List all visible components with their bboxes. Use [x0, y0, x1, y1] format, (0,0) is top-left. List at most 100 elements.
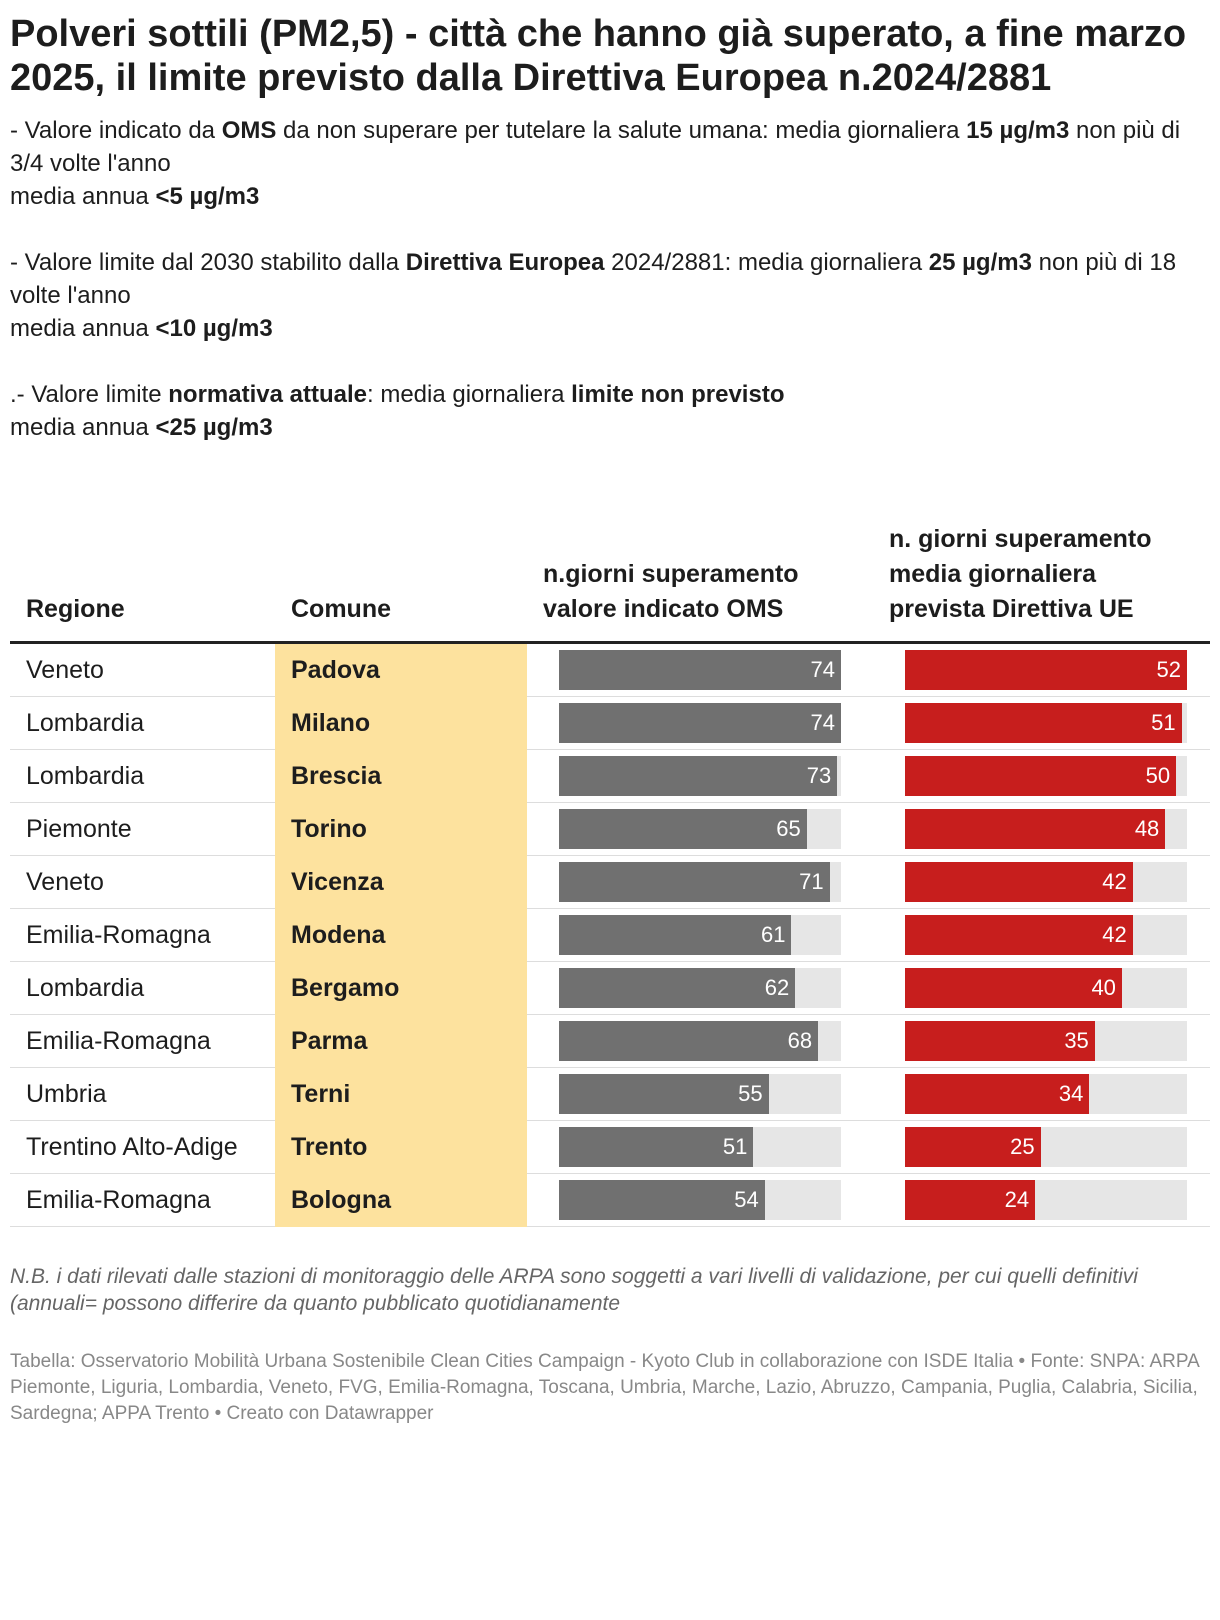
bar: 71: [559, 862, 830, 902]
table-row: Emilia-Romagna Bologna 54 24: [10, 1173, 1210, 1227]
bar-track: 42: [905, 915, 1187, 955]
intro-text: non più di 3/4 volte l'anno: [10, 117, 1181, 177]
region: Veneto: [10, 855, 275, 909]
bar-track: 74: [559, 703, 841, 743]
footer: Tabella: Osservatorio Mobilità Urbana So…: [10, 1351, 1199, 1424]
bar-cell: 65: [527, 802, 873, 856]
intro-paragraph: - Valore limite dal 2030 stabilito dalla…: [10, 246, 1210, 345]
bar-value-label: 51: [722, 1134, 748, 1159]
bar-value-label: 40: [1091, 975, 1116, 1000]
bar: 50: [905, 756, 1177, 796]
intro-paragraph: .- Valore limite normativa attuale: medi…: [10, 378, 1210, 444]
bar-value-label: 62: [764, 975, 790, 1000]
intro-text: 25 µg/m3: [928, 249, 1032, 276]
bar-track: 42: [905, 862, 1187, 902]
bar-value-label: 48: [1134, 816, 1160, 841]
bar-cell: 74: [527, 696, 873, 750]
intro-text: 15 µg/m3: [966, 117, 1070, 144]
city: Milano: [275, 696, 527, 750]
bar-value-label: 61: [760, 922, 786, 947]
bar-track: 25: [905, 1127, 1187, 1167]
bar: 52: [905, 650, 1187, 690]
bar-cell: 35: [873, 1014, 1210, 1068]
region: Umbria: [10, 1067, 275, 1121]
intro-text: - Valore indicato da: [10, 117, 222, 144]
bar-value-label: 25: [1010, 1134, 1035, 1159]
bar: 40: [905, 968, 1122, 1008]
column-header: n.giorni superamento valore indicato OMS: [527, 522, 873, 644]
table-row: Piemonte Torino 65 48: [10, 802, 1210, 856]
bar-track: 24: [905, 1180, 1187, 1220]
intro-text: - Valore limite dal 2030 stabilito dalla: [10, 249, 406, 276]
intro-text: normativa attuale: [168, 381, 367, 408]
intro-text: OMS: [221, 117, 277, 144]
bar-track: 68: [559, 1021, 841, 1061]
intro-text: media annua: [10, 183, 156, 210]
bar: 68: [559, 1021, 819, 1061]
region: Piemonte: [10, 802, 275, 856]
bar: 48: [905, 809, 1166, 849]
bar-track: 52: [905, 650, 1187, 690]
intro-text: <25 µg/m3: [155, 414, 273, 441]
bar-track: 71: [559, 862, 841, 902]
bar-cell: 42: [873, 855, 1210, 909]
bar-track: 62: [559, 968, 841, 1008]
intro-text: media annua: [10, 315, 156, 342]
region: Emilia-Romagna: [10, 1173, 275, 1227]
table-row: Umbria Terni 55 34: [10, 1067, 1210, 1121]
bar-track: 40: [905, 968, 1187, 1008]
bar-cell: 34: [873, 1067, 1210, 1121]
city: Trento: [275, 1120, 527, 1174]
region: Emilia-Romagna: [10, 908, 275, 962]
intro-text: .- Valore limite: [10, 381, 169, 408]
intro-text: Direttiva Europea: [405, 249, 605, 276]
region: Emilia-Romagna: [10, 1014, 275, 1068]
bar-cell: 48: [873, 802, 1210, 856]
table-row: Emilia-Romagna Parma 68 35: [10, 1014, 1210, 1068]
bar-cell: 51: [527, 1120, 873, 1174]
city: Brescia: [275, 749, 527, 803]
table-row: Lombardia Bergamo 62 40: [10, 961, 1210, 1015]
intro: - Valore indicato da OMS da non superare…: [10, 114, 1210, 444]
bar-cell: 54: [527, 1173, 873, 1227]
bar: 42: [905, 915, 1133, 955]
title: Polveri sottili (PM2,5) - città che hann…: [10, 13, 1187, 99]
bar: 24: [905, 1180, 1036, 1220]
bar-track: 34: [905, 1074, 1187, 1114]
bar: 42: [905, 862, 1133, 902]
intro-text: limite non previsto: [571, 381, 785, 408]
city: Bergamo: [275, 961, 527, 1015]
intro-text: media annua: [10, 414, 156, 441]
intro-text: non più di 18 volte l'anno: [10, 249, 1177, 309]
bar: 65: [559, 809, 807, 849]
bar-value-label: 52: [1156, 657, 1181, 682]
bar-cell: 68: [527, 1014, 873, 1068]
city: Padova: [275, 642, 527, 697]
table-row: Trentino Alto-Adige Trento 51 25: [10, 1120, 1210, 1174]
intro-text: <10 µg/m3: [155, 315, 273, 342]
bar: 74: [559, 703, 841, 743]
table-row: Emilia-Romagna Modena 61 42: [10, 908, 1210, 962]
intro-line: - Valore indicato da OMS da non superare…: [10, 114, 1210, 180]
column-header: Comune: [275, 522, 527, 644]
bar: 25: [905, 1127, 1041, 1167]
bar-track: 55: [559, 1074, 841, 1114]
bar-track: 54: [559, 1180, 841, 1220]
bar-value-label: 54: [734, 1187, 759, 1212]
bar-value-label: 65: [776, 816, 801, 841]
bar-cell: 71: [527, 855, 873, 909]
region: Trentino Alto-Adige: [10, 1120, 275, 1174]
bar-value-label: 42: [1102, 922, 1127, 947]
bar: 54: [559, 1180, 765, 1220]
bar-cell: 62: [527, 961, 873, 1015]
bar-value-label: 74: [810, 657, 835, 682]
bar-track: 50: [905, 756, 1187, 796]
bar-value-label: 68: [787, 1028, 813, 1053]
city: Modena: [275, 908, 527, 962]
bar-cell: 74: [527, 642, 873, 697]
column-header: Regione: [10, 522, 275, 644]
bar: 51: [559, 1127, 754, 1167]
bar-cell: 40: [873, 961, 1210, 1015]
container: Polveri sottili (PM2,5) - città che hann…: [10, 13, 1210, 1424]
